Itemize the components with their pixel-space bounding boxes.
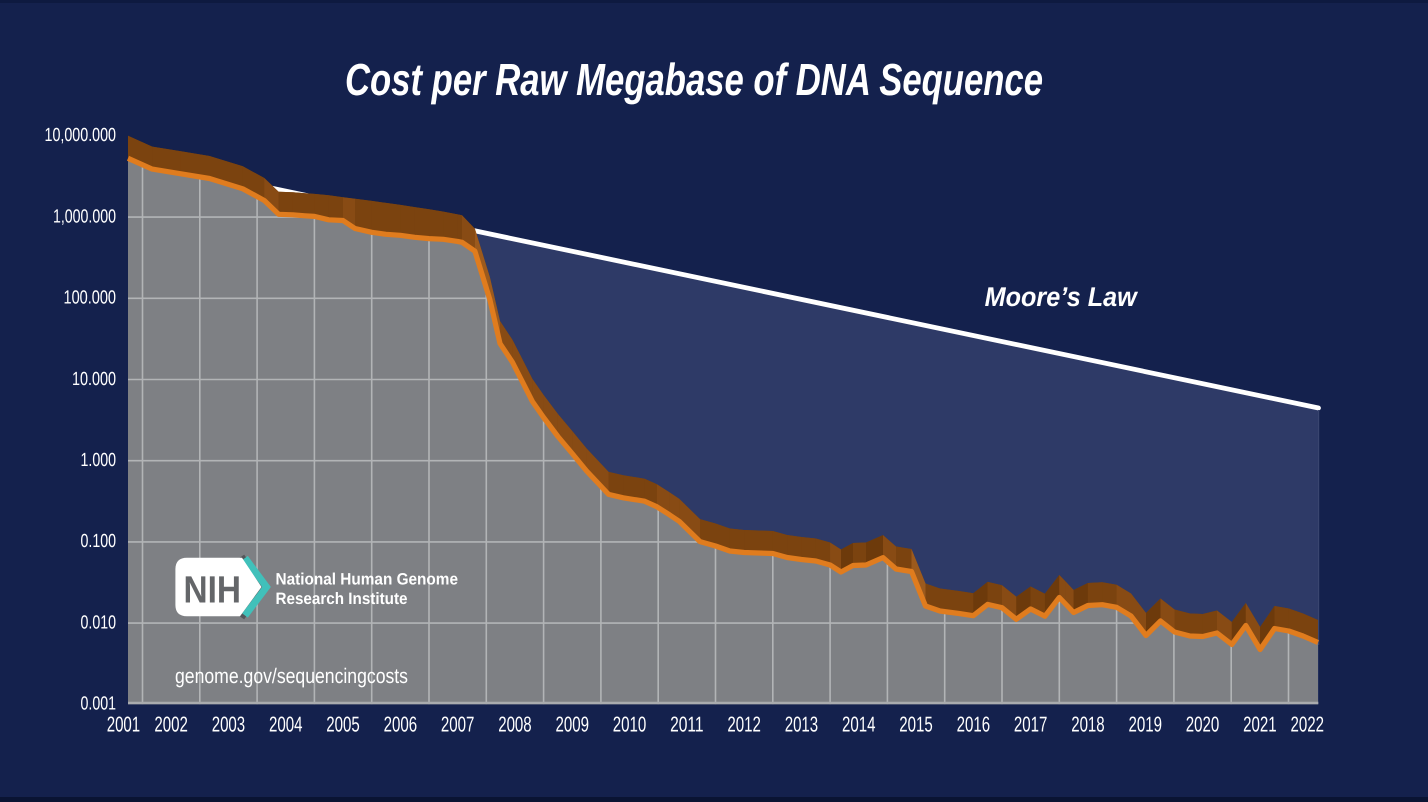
svg-text:Research Institute: Research Institute [276, 590, 408, 608]
svg-text:2020: 2020 [1186, 713, 1220, 737]
svg-text:2016: 2016 [957, 713, 991, 737]
svg-text:2019: 2019 [1129, 713, 1163, 737]
svg-text:Moore’s Law: Moore’s Law [985, 282, 1139, 312]
svg-text:1.000: 1.000 [81, 450, 117, 471]
svg-text:0.010: 0.010 [81, 612, 117, 633]
svg-text:2001: 2001 [107, 713, 141, 737]
svg-text:National Human Genome: National Human Genome [276, 571, 459, 589]
svg-text:2017: 2017 [1014, 713, 1048, 737]
svg-text:1,000.000: 1,000.000 [53, 206, 116, 227]
svg-text:2009: 2009 [556, 713, 590, 737]
svg-text:100.000: 100.000 [64, 288, 117, 309]
svg-text:2011: 2011 [670, 713, 704, 737]
svg-text:2003: 2003 [212, 713, 246, 737]
svg-text:2018: 2018 [1071, 713, 1105, 737]
svg-text:2014: 2014 [842, 713, 876, 737]
svg-text:Cost per Raw Megabase of DNA S: Cost per Raw Megabase of DNA Sequence [345, 54, 1043, 105]
svg-text:2012: 2012 [727, 713, 761, 737]
svg-text:10.000: 10.000 [72, 369, 116, 390]
svg-text:2013: 2013 [785, 713, 819, 737]
svg-text:2008: 2008 [498, 713, 532, 737]
svg-text:2022: 2022 [1291, 713, 1325, 737]
svg-text:2007: 2007 [441, 713, 475, 737]
svg-text:2021: 2021 [1243, 713, 1277, 737]
svg-text:2005: 2005 [326, 713, 360, 737]
svg-text:genome.gov/sequencingcosts: genome.gov/sequencingcosts [175, 665, 408, 688]
svg-text:0.100: 0.100 [81, 531, 117, 552]
svg-text:2004: 2004 [269, 713, 303, 737]
svg-text:2002: 2002 [154, 713, 188, 737]
svg-text:2010: 2010 [613, 713, 647, 737]
svg-text:0.001: 0.001 [81, 694, 117, 715]
svg-text:2015: 2015 [899, 713, 933, 737]
svg-text:2006: 2006 [384, 713, 418, 737]
svg-text:10,000.000: 10,000.000 [45, 125, 117, 146]
svg-text:NIH: NIH [184, 570, 242, 612]
